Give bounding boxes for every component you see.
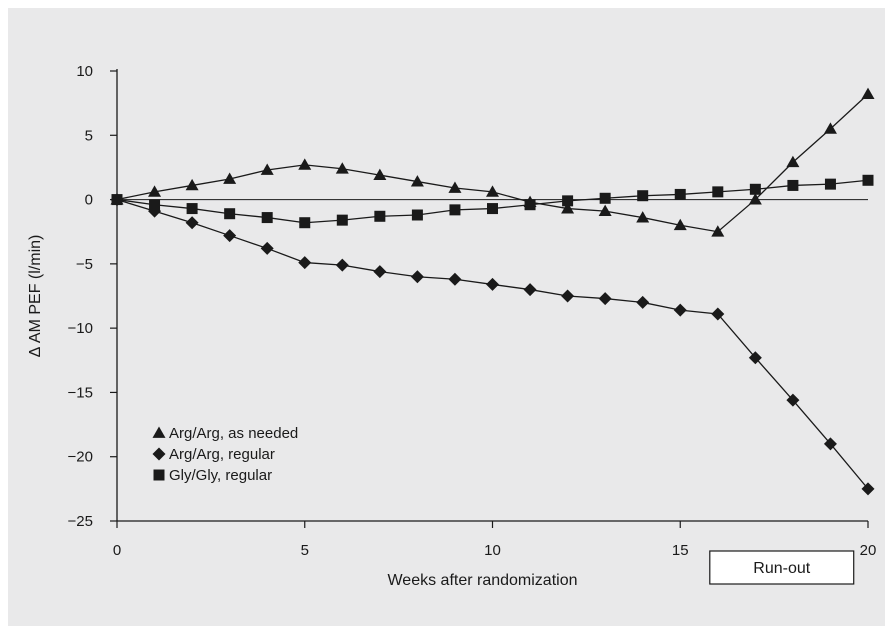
x-tick-label: 10	[484, 542, 501, 559]
data-point-diamond	[185, 216, 199, 230]
legend-marker-triangle	[152, 426, 166, 438]
data-point-square	[186, 203, 198, 215]
data-point-square	[637, 190, 649, 202]
y-axis-title: Δ AM PEF (l/min)	[27, 235, 44, 358]
data-point-diamond	[561, 289, 575, 303]
data-point-diamond	[223, 229, 237, 243]
data-point-square	[524, 199, 536, 211]
data-point-square	[111, 194, 123, 206]
data-point-diamond	[711, 307, 725, 321]
data-point-square	[862, 174, 874, 186]
data-point-triangle	[223, 172, 237, 184]
x-tick-label: 5	[301, 542, 309, 559]
series-square	[111, 174, 874, 229]
data-point-diamond	[298, 256, 312, 270]
data-point-diamond	[448, 272, 462, 286]
legend-marker-diamond	[152, 447, 166, 461]
runout-annotation: Run-out	[709, 550, 855, 585]
data-point-triangle	[260, 163, 274, 175]
data-point-triangle	[673, 218, 687, 231]
data-point-square	[674, 188, 686, 200]
y-tick-label: −15	[68, 384, 93, 401]
data-point-square	[599, 192, 611, 204]
data-point-diamond	[335, 258, 349, 272]
chart-panel	[8, 8, 885, 626]
data-point-triangle	[561, 202, 575, 214]
data-point-square	[149, 199, 161, 211]
data-point-square	[487, 203, 498, 215]
x-tick-label: 20	[860, 542, 877, 559]
runout-label: Run-out	[753, 560, 810, 577]
data-point-square	[712, 186, 724, 198]
y-tick-label: 0	[85, 192, 93, 209]
data-point-triangle	[185, 178, 199, 191]
y-tick-label: −5	[76, 256, 93, 273]
data-point-diamond	[598, 292, 612, 306]
legend-marker-square	[153, 469, 165, 481]
x-axis-title: Weeks after randomization	[387, 572, 577, 589]
data-point-diamond	[673, 303, 687, 317]
data-point-square	[411, 209, 423, 221]
data-point-square	[224, 208, 236, 220]
legend: Arg/Arg, as needed Arg/Arg, regular Gly/Gl…	[152, 425, 298, 484]
data-point-triangle	[748, 193, 762, 205]
runout-box	[709, 550, 855, 585]
data-point-diamond	[260, 241, 274, 255]
data-point-diamond	[636, 295, 650, 309]
data-point-diamond	[486, 277, 499, 291]
data-point-square	[299, 217, 311, 229]
data-point-triangle	[636, 211, 650, 223]
data-point-square	[562, 195, 574, 207]
data-point-triangle	[823, 122, 837, 134]
data-point-square	[787, 179, 799, 191]
data-point-triangle	[373, 168, 387, 181]
data-point-triangle	[861, 87, 875, 100]
x-tick-label: 0	[113, 542, 121, 559]
legend-label: Gly/Gly, regular	[169, 467, 272, 484]
data-point-diamond	[861, 482, 875, 496]
data-point-square	[449, 204, 461, 216]
x-tick-label: 15	[672, 542, 689, 559]
series-layer	[110, 87, 875, 496]
data-point-diamond	[523, 283, 537, 297]
series-diamond	[110, 193, 875, 496]
y-tick-label: −25	[68, 513, 93, 530]
data-point-triangle	[148, 185, 162, 197]
data-point-diamond	[373, 265, 387, 279]
data-point-triangle	[448, 181, 462, 193]
legend-label: Arg/Arg, regular	[169, 446, 275, 463]
data-point-diamond	[410, 270, 424, 284]
data-point-diamond	[786, 393, 800, 407]
data-point-triangle	[298, 158, 312, 170]
data-point-square	[374, 210, 386, 222]
data-point-square	[336, 214, 348, 226]
data-point-triangle	[335, 162, 349, 174]
data-point-diamond	[748, 351, 762, 365]
series-triangle	[110, 87, 875, 237]
y-tick-label: −20	[68, 449, 93, 466]
data-point-diamond	[823, 437, 837, 451]
data-point-square	[824, 178, 836, 190]
data-point-square	[749, 183, 761, 195]
data-point-triangle	[410, 175, 424, 187]
data-point-square	[261, 212, 273, 224]
y-tick-label: 5	[85, 127, 93, 144]
y-tick-label: −10	[68, 320, 93, 337]
data-point-triangle	[598, 204, 612, 217]
y-tick-label: 10	[76, 63, 93, 80]
data-point-triangle	[711, 225, 725, 237]
legend-label: Arg/Arg, as needed	[169, 425, 298, 442]
data-point-triangle	[486, 185, 499, 197]
data-point-triangle	[786, 155, 800, 168]
axes: 10 5 0 −5 −10 −15 −20 −25 0 5 10 15 20	[68, 63, 877, 559]
